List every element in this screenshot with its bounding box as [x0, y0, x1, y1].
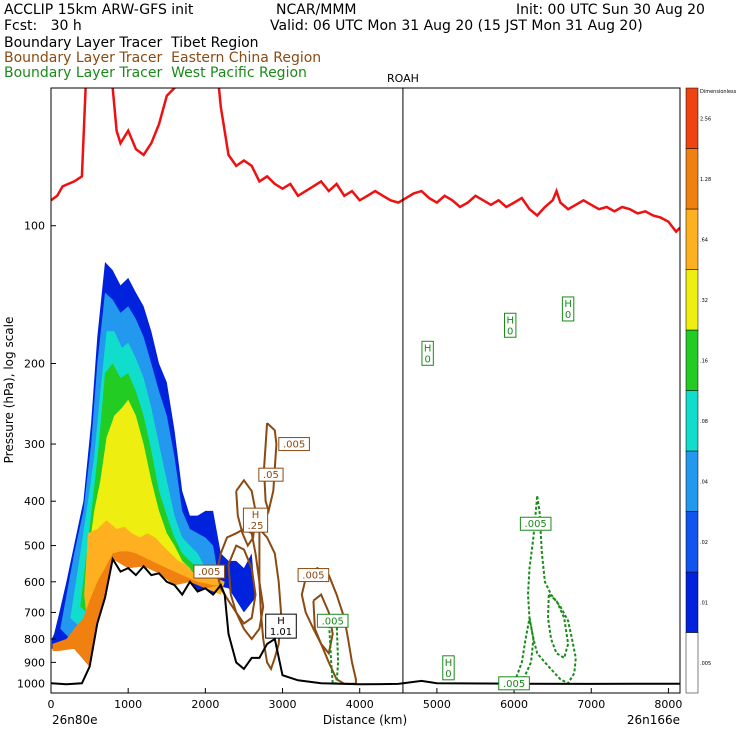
colorbar-label: 1.28: [700, 177, 711, 183]
x-axis-title: Distance (km): [323, 713, 407, 727]
colorbar-label: .08: [700, 419, 708, 425]
contour-value-label: H0: [504, 312, 517, 338]
svg-text:H: H: [277, 616, 285, 627]
colorbar-segment: [685, 329, 699, 391]
contour-value-label: H.25: [242, 507, 269, 533]
wpac-tracer-contour-1: [512, 617, 535, 686]
china-tracer-contour-3: [262, 422, 278, 515]
legend-tracer-china: Boundary Layer Tracer Eastern China Regi…: [4, 50, 322, 66]
svg-text:0: 0: [424, 354, 430, 365]
contour-value-label: H0: [421, 340, 434, 366]
y-axis-title: Pressure (hPa), log scale: [2, 317, 16, 464]
china-tracer-contour-6: [312, 593, 334, 656]
station-marker-label: ROAH: [387, 72, 419, 85]
plot-frame: [50, 87, 681, 694]
colorbar-segment: [685, 390, 699, 452]
y-tick-label: 900: [24, 656, 45, 669]
svg-text:.005: .005: [198, 567, 220, 578]
legend-tracer-tibet: Boundary Layer Tracer Tibet Region: [4, 35, 259, 51]
y-tick-label: 400: [24, 495, 45, 508]
x-tick-label: 5000: [423, 698, 451, 711]
x-tick-label: 0: [48, 698, 55, 711]
colorbar-segment: [685, 269, 699, 331]
colorbar-segment: [685, 571, 699, 633]
y-tick-label: 100: [24, 220, 45, 233]
svg-text:H: H: [564, 299, 572, 310]
svg-text:0: 0: [445, 669, 451, 680]
y-tick-label: 700: [24, 606, 45, 619]
contour-value-label: .005: [278, 437, 310, 452]
wpac-tracer-contour-2: [546, 593, 570, 660]
colorbar-segment: [685, 148, 699, 210]
header-line1-mid: NCAR/MMM: [276, 2, 357, 18]
y-tick-label: 300: [24, 438, 45, 451]
svg-text:0: 0: [565, 310, 571, 321]
colorbar-label: .64: [700, 237, 708, 243]
header-line2-right: Valid: 06 UTC Mon 31 Aug 20 (15 JST Mon …: [270, 18, 643, 34]
legend-tracer-wpac: Boundary Layer Tracer West Pacific Regio…: [4, 65, 307, 81]
colorbar-segment: [685, 632, 699, 694]
svg-text:.25: .25: [248, 521, 264, 532]
y-tick-label: 600: [24, 576, 45, 589]
svg-text:.005: .005: [503, 679, 525, 690]
x-start-label: 26n80e: [52, 713, 98, 727]
svg-text:H: H: [424, 343, 432, 354]
contour-value-label: .05: [258, 467, 284, 482]
colorbar-label: .16: [700, 358, 708, 364]
svg-text:H: H: [506, 315, 514, 326]
svg-text:H: H: [252, 510, 260, 521]
colorbar-segment: [685, 450, 699, 512]
china-tracer-contour-4: [258, 528, 283, 672]
colorbar-label: .04: [700, 479, 708, 485]
x-tick-label: 1000: [114, 698, 142, 711]
svg-text:.005: .005: [322, 616, 344, 627]
colorbar-segment: [685, 208, 699, 270]
colorbar-segment: [685, 511, 699, 573]
contour-value-label: .005: [498, 676, 530, 691]
svg-text:1.01: 1.01: [270, 627, 292, 638]
svg-text:.005: .005: [302, 571, 324, 582]
tropopause-line: [51, 88, 680, 234]
contour-value-label: H0: [561, 296, 575, 322]
header-line2-left: Fcst: 30 h: [4, 18, 82, 34]
x-tick-label: 6000: [500, 698, 528, 711]
svg-text:.005: .005: [283, 440, 305, 451]
header-line1-right: Init: 00 UTC Sun 30 Aug 20: [516, 2, 705, 18]
svg-text:H: H: [445, 658, 453, 669]
x-tick-label: 7000: [577, 698, 605, 711]
contour-value-label: H0: [442, 655, 455, 681]
y-tick-label: 500: [24, 540, 45, 553]
svg-text:.05: .05: [263, 470, 279, 481]
tibet-tracer-band-5: [84, 520, 225, 644]
contour-value-label: .005: [519, 516, 552, 531]
colorbar-segment: [685, 87, 699, 149]
contour-value-label: .005: [193, 564, 226, 579]
x-end-label: 26n166e: [627, 713, 680, 727]
x-tick-label: 8000: [654, 698, 682, 711]
svg-text:0: 0: [507, 326, 513, 337]
colorbar-label: .02: [700, 540, 708, 546]
y-tick-label: 200: [24, 357, 45, 370]
colorbar-label: .01: [700, 600, 708, 606]
header-line1-left: ACCLIP 15km ARW-GFS init: [4, 2, 194, 18]
colorbar-label: 2.56: [700, 116, 711, 122]
x-tick-label: 2000: [191, 698, 219, 711]
svg-text:.005: .005: [525, 519, 547, 530]
x-tick-label: 4000: [346, 698, 374, 711]
colorbar-label: .005: [700, 661, 711, 667]
china-tracer-contour-1: [227, 544, 257, 625]
x-tick-label: 3000: [269, 698, 297, 711]
terrain-line: [51, 556, 680, 686]
contour-value-label: H1.01: [265, 613, 297, 639]
colorbar-label: Dimensionless: [700, 89, 737, 95]
contour-value-label: .005: [297, 568, 330, 583]
colorbar-label: .32: [700, 298, 708, 304]
contour-value-label: .005: [316, 613, 349, 628]
china-tracer-contour-2: [235, 478, 257, 548]
y-tick-label: 1000: [17, 677, 45, 690]
y-tick-label: 800: [24, 633, 45, 646]
